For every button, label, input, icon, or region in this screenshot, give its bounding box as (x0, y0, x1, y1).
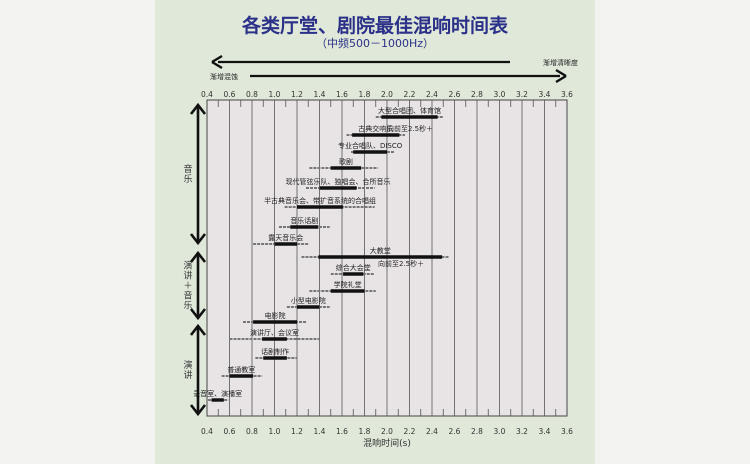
x-tick-label-top: 1.2 (291, 90, 303, 99)
category-label-char: 讲 (183, 270, 192, 282)
x-tick-label-bottom: 0.6 (224, 427, 236, 436)
x-tick-label-bottom: 3.0 (494, 427, 506, 436)
x-tick-label-bottom: 0.8 (246, 427, 258, 436)
row-note: 向前至2.5秒＋ (387, 124, 433, 133)
down-arrow-icon (189, 404, 207, 417)
row-label: 歌剧 (339, 157, 353, 166)
x-tick-label-top: 1.4 (314, 90, 326, 99)
x-tick-label-bottom: 3.4 (539, 427, 551, 436)
x-tick-label-bottom: 2.2 (404, 427, 416, 436)
x-tick-label-bottom: 2.0 (381, 427, 393, 436)
row-label: 大型合唱团、体育馆 (378, 106, 441, 115)
x-tick-label-top: 2.2 (404, 90, 416, 99)
row-label: 学院礼堂 (334, 280, 362, 289)
row-label: 综合大会堂 (336, 263, 371, 272)
x-tick-label-bottom: 1.8 (359, 427, 371, 436)
category-label-char: ＋ (183, 281, 192, 292)
arrow-right-label: 渐增混蚀 (210, 72, 238, 81)
left-arrowhead-icon (211, 54, 223, 70)
category-label-char: 乐 (183, 173, 192, 185)
row-label: 现代管弦乐队、独唱会、合所音乐 (286, 177, 391, 186)
category-label-char: 演 (183, 260, 192, 272)
category-label-char: 乐 (183, 300, 192, 312)
x-tick-label-top: 0.6 (224, 90, 236, 99)
row-label: 露天音乐会 (268, 233, 303, 242)
x-tick-label-bottom: 3.2 (516, 427, 528, 436)
row-label: 专业合唱队、DISCO (338, 141, 403, 150)
x-tick-label-bottom: 1.6 (336, 427, 348, 436)
arrow-left-label: 渐增清晰度 (543, 58, 578, 67)
right-arrowhead-icon (555, 68, 567, 84)
x-tick-label-bottom: 1.2 (291, 427, 303, 436)
row-label: 话剧制作 (261, 347, 289, 356)
row-label: 演讲厅、会议室 (250, 328, 299, 337)
chart-title: 各类厅堂、剧院最佳混响时间表 (241, 14, 509, 37)
down-arrow-icon (189, 233, 207, 246)
x-tick-label-top: 3.2 (516, 90, 528, 99)
row-label: 录音室、演播室 (193, 389, 242, 398)
category-label-char: 演 (183, 359, 192, 371)
row-label: 半古典音乐会、带扩音系统的合唱组 (264, 196, 376, 205)
x-tick-label-top: 0.8 (246, 90, 258, 99)
row-label: 大教堂 (370, 246, 391, 255)
category-label-char: 音 (183, 290, 192, 302)
x-tick-label-bottom: 1.0 (269, 427, 281, 436)
x-tick-label-bottom: 2.8 (471, 427, 483, 436)
x-tick-label-top: 3.4 (539, 90, 551, 99)
x-tick-label-top: 3.6 (561, 90, 573, 99)
x-tick-label-bottom: 3.6 (561, 427, 573, 436)
x-tick-label-top: 1.8 (359, 90, 371, 99)
x-tick-label-bottom: 2.6 (449, 427, 461, 436)
up-arrow-icon (189, 323, 207, 336)
x-tick-label-bottom: 0.4 (201, 427, 213, 436)
x-tick-label-top: 2.0 (381, 90, 393, 99)
row-label: 普通教室 (227, 365, 255, 374)
x-tick-label-top: 3.0 (494, 90, 506, 99)
x-tick-label-bottom: 1.4 (314, 427, 326, 436)
category-label-char: 音 (183, 163, 192, 175)
down-arrow-icon (189, 308, 207, 321)
x-axis-label: 混响时间(s) (363, 437, 411, 449)
row-label: 古典交响乐 (358, 124, 393, 133)
x-tick-label-top: 1.0 (269, 90, 281, 99)
x-tick-label-top: 2.6 (449, 90, 461, 99)
x-tick-label-top: 0.4 (201, 90, 213, 99)
row-label: 小型电影院 (291, 296, 326, 305)
up-arrow-icon (189, 250, 207, 263)
row-note: 向前至2.5秒＋ (378, 259, 424, 268)
row-label: 电影院 (265, 311, 286, 320)
row-label: 音乐话剧 (290, 216, 318, 225)
x-tick-label-top: 2.8 (471, 90, 483, 99)
x-tick-label-top: 1.6 (336, 90, 348, 99)
up-arrow-icon (189, 102, 207, 115)
x-tick-label-top: 2.4 (426, 90, 438, 99)
chart-subtitle: （中频500－1000Hz） (316, 36, 434, 50)
x-tick-label-bottom: 2.4 (426, 427, 438, 436)
category-label-char: 讲 (183, 369, 192, 381)
